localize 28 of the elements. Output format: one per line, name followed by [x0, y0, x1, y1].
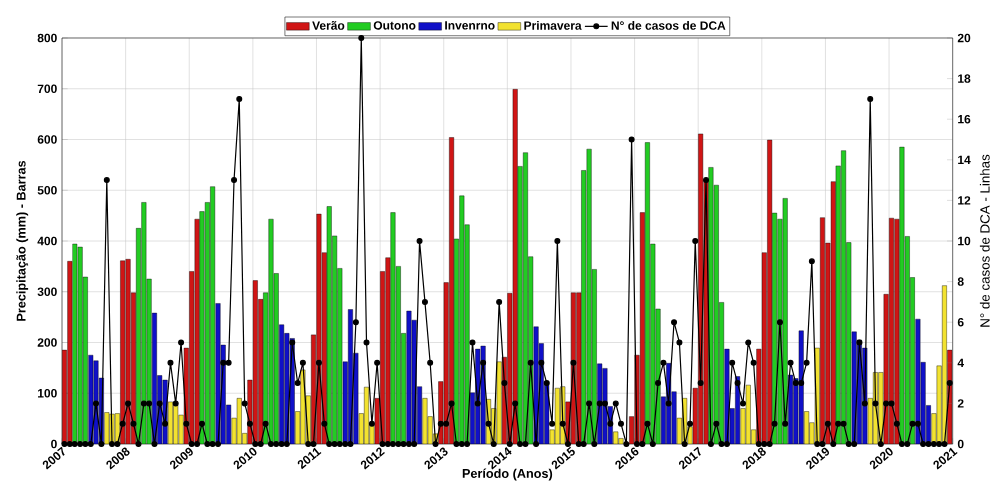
x-axis-title: Período (Anos) — [462, 468, 553, 481]
y-tick-label: 800 — [37, 33, 57, 43]
legend-label: Primavera — [524, 21, 582, 30]
y2-axis-title: N° de casos de DCA - Linhas — [979, 154, 990, 327]
y2-tick-label: 4 — [957, 358, 964, 367]
y2-tick-label: 0 — [957, 439, 964, 449]
y2-tick-label: 12 — [958, 196, 971, 205]
y-tick-label: 600 — [37, 135, 57, 144]
legend-label: Outono — [373, 21, 416, 30]
y-tick-label: 300 — [37, 287, 57, 296]
y-tick-label: 700 — [37, 84, 57, 94]
y-tick-label: 500 — [37, 186, 57, 195]
y2-tick-label: 6 — [957, 317, 964, 327]
y2-tick-label: 18 — [958, 74, 971, 83]
y2-tick-label: 20 — [957, 33, 971, 43]
y-tick-label: 200 — [37, 338, 57, 347]
y2-tick-label: 8 — [957, 277, 964, 286]
y-tick-label: 100 — [38, 389, 57, 398]
y-tick-label: 400 — [37, 236, 57, 246]
y2-tick-label: 10 — [958, 236, 971, 246]
y2-tick-label: 14 — [958, 155, 971, 164]
legend-label: Invenrno — [445, 21, 495, 30]
y-tick-label: 0 — [51, 439, 57, 449]
legend-label: N° de casos de DCA — [611, 21, 726, 30]
y2-tick-label: 2 — [957, 399, 964, 408]
legend-label: Verão — [312, 21, 345, 30]
y-axis-title: Precipitação (mm) - Barras — [16, 160, 29, 321]
y2-tick-label: 16 — [958, 114, 971, 124]
